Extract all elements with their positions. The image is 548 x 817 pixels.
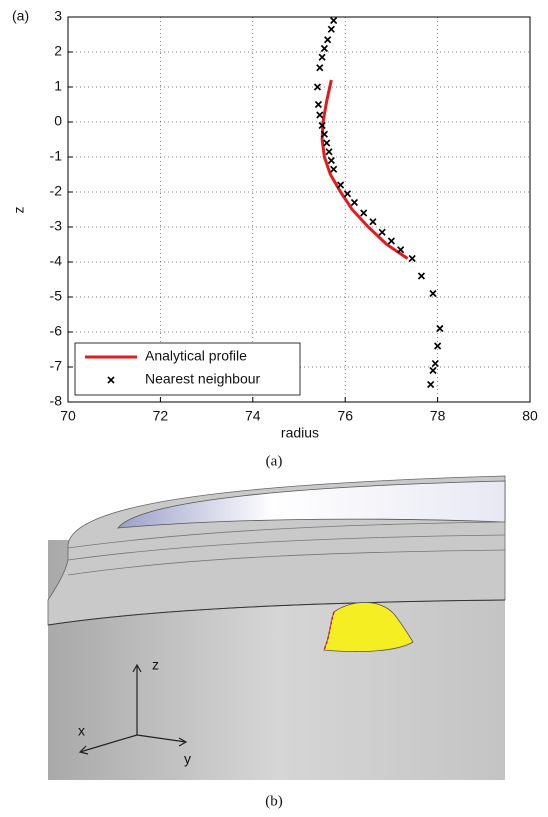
figure: z x y (a) (b) (a) radius z 70 72 74 76 78 80 -…: [0, 0, 548, 817]
y-tick-label: 1: [54, 78, 62, 94]
y-tick-label: -5: [50, 288, 63, 304]
x-tick-label: 74: [245, 408, 261, 424]
y-tick-label: -2: [50, 183, 63, 199]
render: z x y: [48, 476, 505, 780]
y-tick-label: 3: [54, 8, 62, 24]
x-tick-label: 80: [522, 408, 538, 424]
triad-label: y: [184, 751, 191, 767]
x-axis-label: radius: [281, 425, 319, 441]
y-tick-label: -3: [50, 218, 63, 234]
caption: (b): [265, 793, 283, 809]
caption: (a): [266, 453, 283, 469]
triad-label: x: [78, 723, 85, 739]
y-tick-label: -1: [50, 148, 63, 164]
x-tick-label: 78: [430, 408, 446, 424]
x-tick-label: 72: [153, 408, 169, 424]
y-tick-label: -8: [50, 393, 63, 409]
x-tick-label: 70: [60, 408, 76, 424]
panel-label: (a): [12, 8, 29, 24]
legend-label: Nearest neighbour: [145, 371, 261, 387]
y-tick-label: -4: [50, 253, 63, 269]
y-tick-label: -7: [50, 358, 63, 374]
y-tick-label: 2: [54, 43, 62, 59]
y-axis-label: z: [11, 207, 27, 214]
y-tick-label: 0: [54, 113, 62, 129]
x-tick-label: 76: [337, 408, 353, 424]
legend-label: Analytical profile: [145, 348, 247, 364]
triad-label: z: [152, 657, 159, 673]
y-tick-label: -6: [50, 323, 63, 339]
